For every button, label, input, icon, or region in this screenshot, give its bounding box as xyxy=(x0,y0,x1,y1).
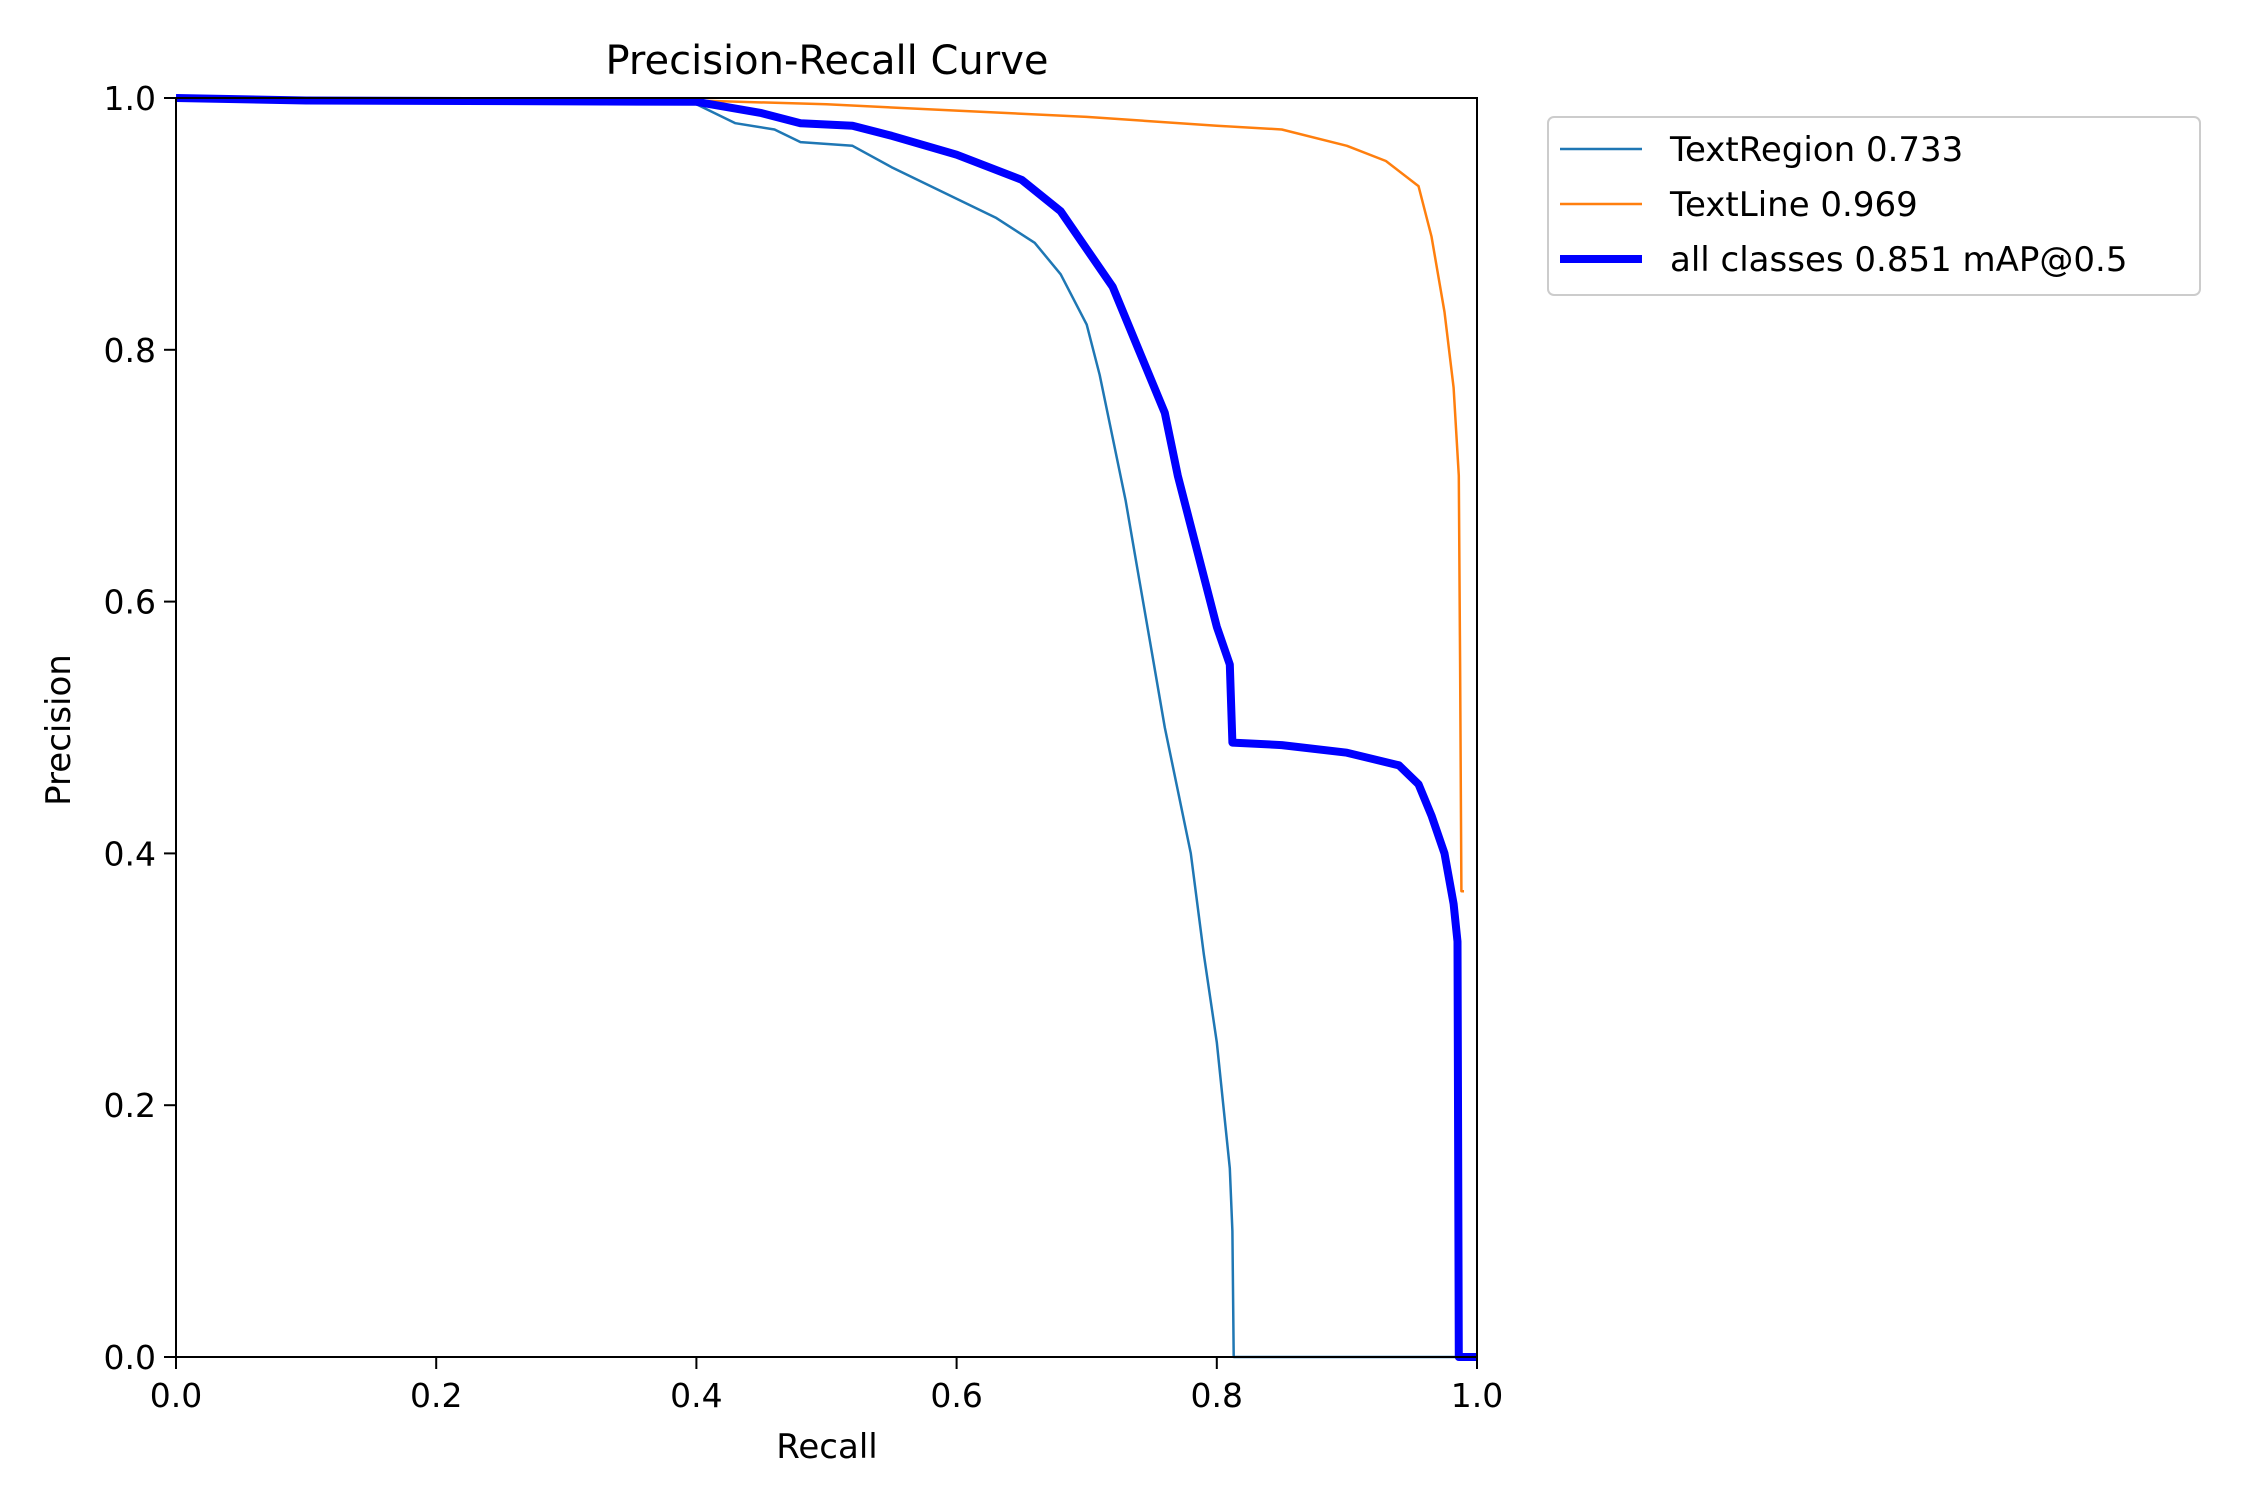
legend-label-0: TextRegion 0.733 xyxy=(1669,130,1963,170)
x-tick-label: 0.4 xyxy=(670,1376,722,1415)
y-tick-label: 0.8 xyxy=(104,331,156,370)
series-line-1 xyxy=(175,96,1464,893)
y-tick-label: 0.4 xyxy=(104,834,156,873)
x-axis-label: Recall xyxy=(776,1427,877,1467)
legend: TextRegion 0.733 TextLine 0.969 all classe… xyxy=(1547,116,2201,296)
y-axis-label: Precision xyxy=(39,654,79,806)
chart-title: Precision-Recall Curve xyxy=(606,38,1049,84)
axes: 0.0 0.2 0.4 0.6 0.8 1.0 0.0 0.2 0.4 0.6 0.8 1.0 xyxy=(104,79,1504,1415)
plot-frame xyxy=(175,97,1478,1358)
legend-box xyxy=(1547,116,2201,296)
series-line-2 xyxy=(175,94,1477,1361)
x-tick-label: 0.8 xyxy=(1191,1376,1243,1415)
y-tick-label: 0.6 xyxy=(104,583,156,622)
y-tick-label: 0.2 xyxy=(104,1086,156,1125)
legend-label-1: TextLine 0.969 xyxy=(1669,185,1918,225)
x-tick-label: 1.0 xyxy=(1451,1376,1503,1415)
legend-label-2: all classes 0.851 mAP@0.5 xyxy=(1670,240,2127,280)
y-tick-label: 0.0 xyxy=(104,1338,156,1377)
x-tick-label: 0.0 xyxy=(150,1376,202,1415)
x-tick-label: 0.6 xyxy=(930,1376,982,1415)
y-tick-label: 1.0 xyxy=(104,79,156,118)
series-line-0 xyxy=(175,96,1477,1359)
x-tick-label: 0.2 xyxy=(410,1376,462,1415)
plot-area xyxy=(175,94,1477,1361)
